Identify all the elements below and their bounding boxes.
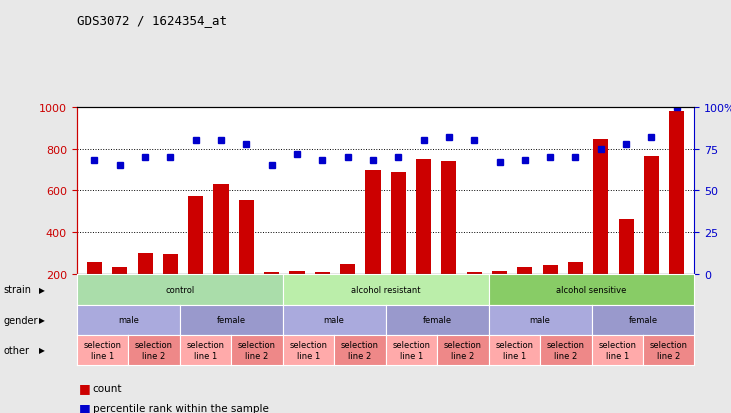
Bar (87, 262, 102, 275)
Text: alcohol resistant: alcohol resistant (351, 285, 420, 294)
Text: gender: gender (4, 315, 38, 325)
Text: selection
line 1: selection line 1 (186, 340, 224, 360)
Text: male: male (529, 316, 550, 324)
Text: ■: ■ (79, 401, 91, 413)
Text: ▶: ▶ (39, 316, 45, 324)
Text: strain: strain (4, 285, 31, 295)
Text: ▶: ▶ (39, 346, 45, 354)
Text: male: male (118, 316, 139, 324)
Text: female: female (629, 316, 658, 324)
Text: selection
line 1: selection line 1 (496, 340, 534, 360)
Bar (618, 219, 634, 275)
Text: selection
line 1: selection line 1 (598, 340, 636, 360)
Text: selection
line 2: selection line 2 (650, 340, 688, 360)
Bar (213, 185, 229, 275)
Text: female: female (216, 316, 246, 324)
Bar (568, 262, 583, 275)
Text: selection
line 2: selection line 2 (547, 340, 585, 360)
Text: male: male (324, 316, 344, 324)
Bar (390, 172, 406, 275)
Bar (593, 140, 608, 275)
Text: selection
line 2: selection line 2 (238, 340, 276, 360)
Bar (112, 267, 127, 275)
Bar (518, 267, 532, 275)
Text: selection
line 1: selection line 1 (289, 340, 327, 360)
Text: selection
line 2: selection line 2 (444, 340, 482, 360)
Bar (239, 200, 254, 275)
Bar (315, 273, 330, 275)
Bar (416, 160, 431, 275)
Text: alcohol sensitive: alcohol sensitive (556, 285, 626, 294)
Text: selection
line 1: selection line 1 (83, 340, 121, 360)
Bar (542, 265, 558, 275)
Bar (366, 170, 381, 275)
Bar (340, 264, 355, 275)
Text: selection
line 2: selection line 2 (135, 340, 173, 360)
Text: percentile rank within the sample: percentile rank within the sample (93, 403, 269, 413)
Text: control: control (165, 285, 194, 294)
Text: other: other (4, 345, 30, 355)
Text: selection
line 1: selection line 1 (393, 340, 431, 360)
Bar (163, 255, 178, 275)
Bar (644, 157, 659, 275)
Bar (289, 271, 305, 275)
Bar (466, 273, 482, 275)
Text: female: female (423, 316, 452, 324)
Bar (137, 254, 153, 275)
Bar (669, 112, 684, 275)
Text: selection
line 2: selection line 2 (341, 340, 379, 360)
Text: ▶: ▶ (39, 285, 45, 294)
Text: count: count (93, 383, 122, 393)
Text: GDS3072 / 1624354_at: GDS3072 / 1624354_at (77, 14, 227, 27)
Bar (188, 196, 203, 275)
Bar (442, 162, 456, 275)
Bar (492, 271, 507, 275)
Text: ■: ■ (79, 381, 91, 394)
Bar (264, 273, 279, 275)
